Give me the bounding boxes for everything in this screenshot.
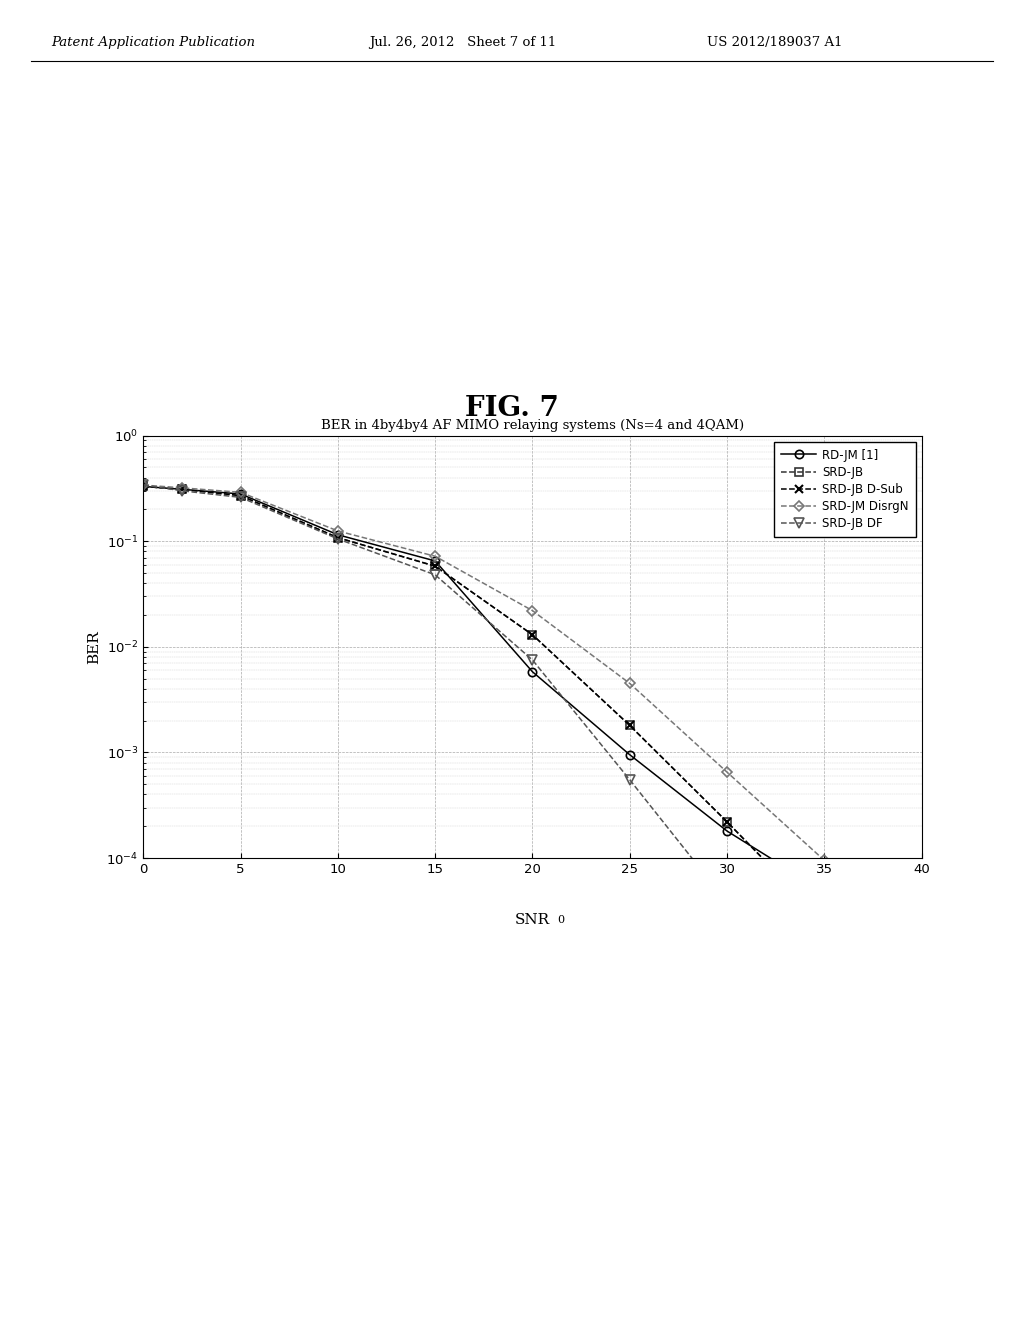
SRD-JB D-Sub — [526, 627, 539, 643]
Text: SNR: SNR — [515, 913, 550, 927]
RD-JM [1] — [176, 482, 188, 498]
SRD-JB D-Sub — [721, 814, 733, 830]
Text: FIG. 7: FIG. 7 — [465, 395, 559, 422]
RD-JM [1] — [526, 664, 539, 680]
Line: SRD-JB D-Sub: SRD-JB D-Sub — [139, 482, 926, 1026]
SRD-JB DF — [429, 568, 441, 583]
SRD-JM DisrgN — [234, 484, 247, 500]
Line: SRD-JB: SRD-JB — [139, 482, 926, 1026]
SRD-JB — [915, 1014, 928, 1030]
SRD-JB D-Sub — [332, 529, 344, 545]
SRD-JB DF — [176, 483, 188, 499]
RD-JM [1] — [332, 527, 344, 543]
Legend: RD-JM [1], SRD-JB, SRD-JB D-Sub, SRD-JM DisrgN, SRD-JB DF: RD-JM [1], SRD-JB, SRD-JB D-Sub, SRD-JM … — [774, 441, 915, 537]
SRD-JB DF — [526, 652, 539, 668]
SRD-JB D-Sub — [429, 558, 441, 574]
RD-JM [1] — [915, 952, 928, 968]
RD-JM [1] — [234, 486, 247, 502]
SRD-JB DF — [915, 1131, 928, 1147]
SRD-JB D-Sub — [137, 479, 150, 495]
Text: Jul. 26, 2012   Sheet 7 of 11: Jul. 26, 2012 Sheet 7 of 11 — [369, 36, 556, 49]
SRD-JM DisrgN — [624, 676, 636, 692]
SRD-JB D-Sub — [234, 487, 247, 503]
SRD-JM DisrgN — [332, 523, 344, 539]
SRD-JB DF — [818, 1014, 830, 1030]
SRD-JM DisrgN — [915, 942, 928, 958]
SRD-JB D-Sub — [818, 913, 830, 929]
SRD-JB — [526, 627, 539, 643]
SRD-JM DisrgN — [137, 477, 150, 492]
Text: Patent Application Publication: Patent Application Publication — [51, 36, 255, 49]
RD-JM [1] — [624, 747, 636, 763]
RD-JM [1] — [429, 553, 441, 569]
SRD-JB D-Sub — [915, 1014, 928, 1030]
Y-axis label: BER: BER — [87, 630, 100, 664]
SRD-JB — [818, 913, 830, 929]
RD-JM [1] — [721, 824, 733, 840]
SRD-JB — [137, 479, 150, 495]
SRD-JM DisrgN — [721, 764, 733, 780]
SRD-JB — [234, 487, 247, 503]
RD-JM [1] — [137, 479, 150, 495]
Text: 0: 0 — [557, 915, 564, 925]
SRD-JB — [332, 529, 344, 545]
SRD-JB — [429, 558, 441, 574]
SRD-JB D-Sub — [624, 718, 636, 734]
SRD-JB — [176, 482, 188, 498]
SRD-JM DisrgN — [176, 480, 188, 496]
SRD-JB DF — [234, 490, 247, 506]
Title: BER in 4by4by4 AF MIMO relaying systems (Ns=4 and 4QAM): BER in 4by4by4 AF MIMO relaying systems … — [321, 418, 744, 432]
SRD-JB DF — [721, 895, 733, 911]
Line: RD-JM [1]: RD-JM [1] — [139, 482, 926, 964]
SRD-JB DF — [624, 772, 636, 788]
SRD-JB D-Sub — [176, 482, 188, 498]
SRD-JB DF — [332, 531, 344, 546]
Line: SRD-JB DF: SRD-JB DF — [138, 480, 927, 1143]
SRD-JB — [624, 718, 636, 734]
RD-JM [1] — [818, 884, 830, 900]
SRD-JB — [721, 814, 733, 830]
SRD-JM DisrgN — [818, 853, 830, 869]
SRD-JB DF — [137, 477, 150, 492]
Text: US 2012/189037 A1: US 2012/189037 A1 — [707, 36, 842, 49]
SRD-JM DisrgN — [429, 548, 441, 564]
Line: SRD-JM DisrgN: SRD-JM DisrgN — [140, 482, 925, 953]
SRD-JM DisrgN — [526, 603, 539, 619]
